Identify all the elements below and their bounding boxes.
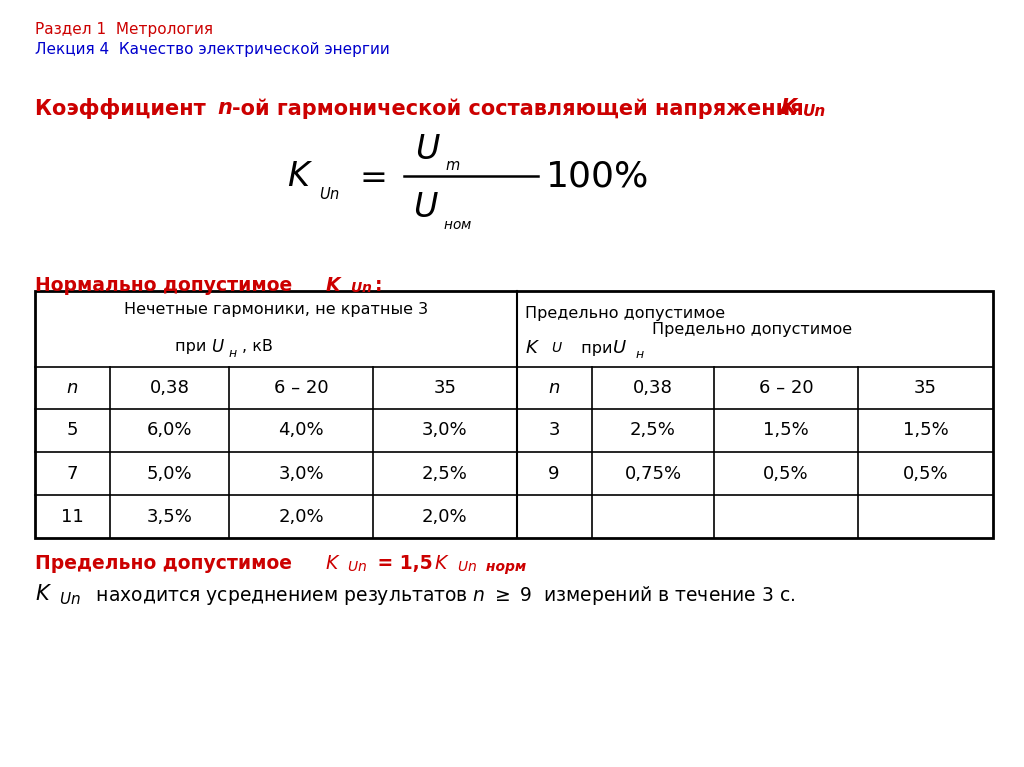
Text: норм: норм [481, 560, 526, 574]
Text: $\mathit{K}$: $\mathit{K}$ [434, 554, 450, 573]
Text: n: n [549, 379, 560, 397]
Text: 3: 3 [549, 421, 560, 439]
Text: 0,5%: 0,5% [763, 465, 809, 482]
Text: 6,0%: 6,0% [146, 421, 193, 439]
Text: $U$: $U$ [413, 190, 438, 224]
Text: $\mathit{Un}$: $\mathit{Un}$ [59, 591, 81, 607]
Text: Лекция 4  Качество электрической энергии: Лекция 4 Качество электрической энергии [35, 42, 389, 58]
Text: $_{m}$: $_{m}$ [445, 153, 461, 173]
Bar [35, 291, 993, 538]
Text: 6 – 20: 6 – 20 [759, 379, 813, 397]
Text: Un: Un [803, 104, 826, 120]
Text: Коэффициент: Коэффициент [35, 98, 213, 119]
Text: $\mathit{Un}$: $\mathit{Un}$ [457, 560, 477, 574]
Text: 6 – 20: 6 – 20 [273, 379, 329, 397]
Text: 5,0%: 5,0% [146, 465, 193, 482]
Text: 2,0%: 2,0% [279, 508, 324, 526]
Text: 0,5%: 0,5% [903, 465, 948, 482]
Text: 2,5%: 2,5% [630, 421, 676, 439]
Text: 11: 11 [60, 508, 84, 526]
Text: 5: 5 [67, 421, 78, 439]
Text: $\bfit{Un}$: $\bfit{Un}$ [350, 281, 373, 295]
Text: $_{Un}$: $_{Un}$ [319, 182, 341, 202]
Text: 3,0%: 3,0% [422, 421, 468, 439]
Text: 3,5%: 3,5% [146, 508, 193, 526]
Text: 9: 9 [549, 465, 560, 482]
Text: 1,5%: 1,5% [763, 421, 809, 439]
Text: Предельно допустимое: Предельно допустимое [35, 554, 298, 573]
Text: Нечетные гармоники, не кратные 3: Нечетные гармоники, не кратные 3 [124, 302, 428, 318]
Text: Раздел 1  Метрология: Раздел 1 Метрология [35, 22, 213, 38]
Text: 35: 35 [433, 379, 457, 397]
Text: 0,38: 0,38 [633, 379, 673, 397]
Text: $\mathit{K}$: $\mathit{K}$ [35, 584, 52, 604]
Text: $100\%$: $100\%$ [545, 160, 648, 193]
Text: $_{ном}$: $_{ном}$ [443, 213, 473, 232]
Text: :: : [375, 276, 382, 295]
Text: $\mathit{U}$: $\mathit{U}$ [552, 341, 563, 355]
Text: $\mathit{Un}$: $\mathit{Un}$ [347, 560, 368, 574]
Text: $\mathit{K}$: $\mathit{K}$ [525, 339, 540, 357]
Text: $U$: $U$ [415, 133, 440, 166]
Text: $\mathit{н}$: $\mathit{н}$ [227, 347, 238, 360]
Text: $\mathit{U}$: $\mathit{U}$ [612, 339, 627, 357]
Text: 3,0%: 3,0% [279, 465, 324, 482]
Text: 1,5%: 1,5% [903, 421, 948, 439]
Text: n: n [217, 98, 232, 118]
Text: 2,5%: 2,5% [422, 465, 468, 482]
Text: Предельно допустимое: Предельно допустимое [525, 306, 725, 321]
Text: при: при [175, 339, 211, 354]
Text: $\mathit{н}$: $\mathit{н}$ [636, 348, 645, 360]
Text: Нормально допустимое: Нормально допустимое [35, 276, 299, 295]
Text: 0,38: 0,38 [150, 379, 189, 397]
Text: K: K [780, 98, 797, 118]
Text: при: при [577, 341, 617, 356]
Text: 2,0%: 2,0% [422, 508, 468, 526]
Text: = 1,5: = 1,5 [371, 554, 439, 573]
Text: 7: 7 [67, 465, 78, 482]
Text: 4,0%: 4,0% [279, 421, 324, 439]
Text: $=$: $=$ [353, 160, 386, 193]
Text: 35: 35 [914, 379, 937, 397]
Text: $\bfit{K}$: $\bfit{K}$ [325, 276, 342, 295]
Text: n: n [67, 379, 78, 397]
Text: $\mathit{K}$: $\mathit{K}$ [325, 554, 340, 573]
Text: находится усреднением результатов $\mathit{n}$ $\geq$ 9  измерений в течение 3 с: находится усреднением результатов $\math… [90, 584, 796, 607]
Text: $\mathit{U}$: $\mathit{U}$ [211, 337, 225, 356]
Text: -ой гармонической составляющей напряжения: -ой гармонической составляющей напряжени… [232, 98, 811, 119]
Text: , кВ: , кВ [242, 339, 272, 354]
Text: 0,75%: 0,75% [625, 465, 682, 482]
Text: Предельно допустимое: Предельно допустимое [652, 321, 857, 337]
Text: $K$: $K$ [287, 160, 312, 193]
